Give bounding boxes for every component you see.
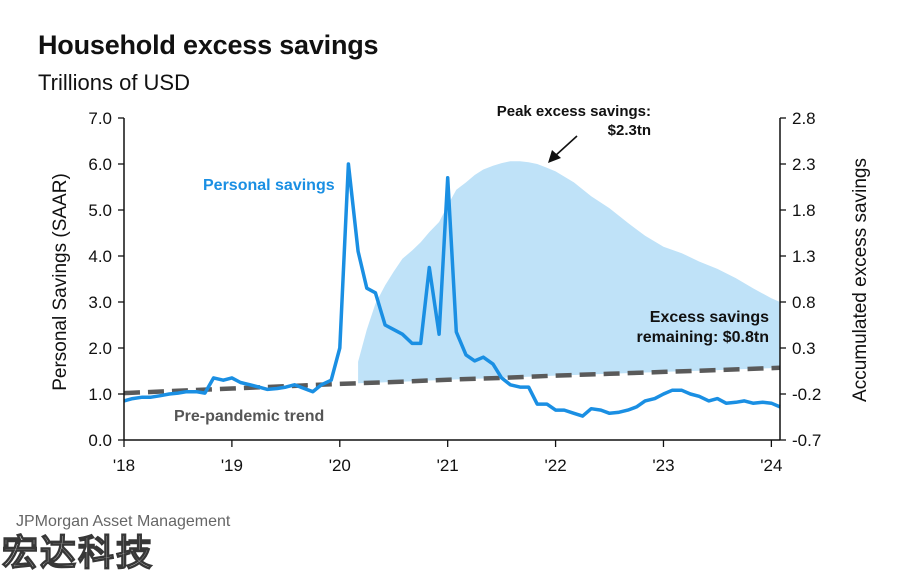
y2-tick-label: 0.3 xyxy=(792,339,816,358)
x-tick-label: '22 xyxy=(545,456,567,475)
remaining-annotation-line1: Excess savings xyxy=(650,309,769,326)
y2-tick-label: -0.7 xyxy=(792,431,821,450)
x-tick-label: '24 xyxy=(760,456,782,475)
y-axis-label: Personal Savings (SAAR) xyxy=(50,173,71,391)
peak-annotation-line1: Peak excess savings: xyxy=(497,103,651,120)
y-tick-label: 3.0 xyxy=(88,293,112,312)
x-tick-label: '18 xyxy=(113,456,135,475)
x-tick-label: '19 xyxy=(221,456,243,475)
y-tick-label: 2.0 xyxy=(88,339,112,358)
y-tick-label: 6.0 xyxy=(88,155,112,174)
source-note: JPMorgan Asset Management xyxy=(16,513,231,530)
y2-tick-label: 2.3 xyxy=(792,155,816,174)
y2-tick-label: 2.8 xyxy=(792,109,816,128)
y2-tick-label: 1.8 xyxy=(792,201,816,220)
chart-subtitle: Trillions of USD xyxy=(38,70,190,95)
x-tick-label: '21 xyxy=(437,456,459,475)
y2-tick-label: -0.2 xyxy=(792,385,821,404)
y2-tick-label: 0.8 xyxy=(792,293,816,312)
pre-pandemic-trend-line xyxy=(123,365,781,396)
watermark-logo: 宏达科技 xyxy=(1,532,155,574)
x-tick-label: '20 xyxy=(329,456,351,475)
chart-title: Household excess savings xyxy=(38,30,379,60)
remaining-annotation-line2: remaining: $0.8tn xyxy=(637,329,769,346)
y-tick-label: 5.0 xyxy=(88,201,112,220)
y-tick-label: 4.0 xyxy=(88,247,112,266)
y-tick-label: 7.0 xyxy=(88,109,112,128)
y2-axis-label: Accumulated excess savings xyxy=(850,158,871,402)
pre-pandemic-label: Pre-pandemic trend xyxy=(174,408,324,425)
peak-arrow-icon xyxy=(548,135,578,163)
x-tick-label: '23 xyxy=(652,456,674,475)
personal-savings-label: Personal savings xyxy=(203,177,335,194)
y-tick-label: 0.0 xyxy=(88,431,112,450)
personal-savings-line xyxy=(123,162,781,418)
peak-annotation-line2: $2.3tn xyxy=(608,122,651,139)
y2-tick-label: 1.3 xyxy=(792,247,816,266)
y-tick-label: 1.0 xyxy=(88,385,112,404)
excess-savings-area xyxy=(358,161,780,384)
